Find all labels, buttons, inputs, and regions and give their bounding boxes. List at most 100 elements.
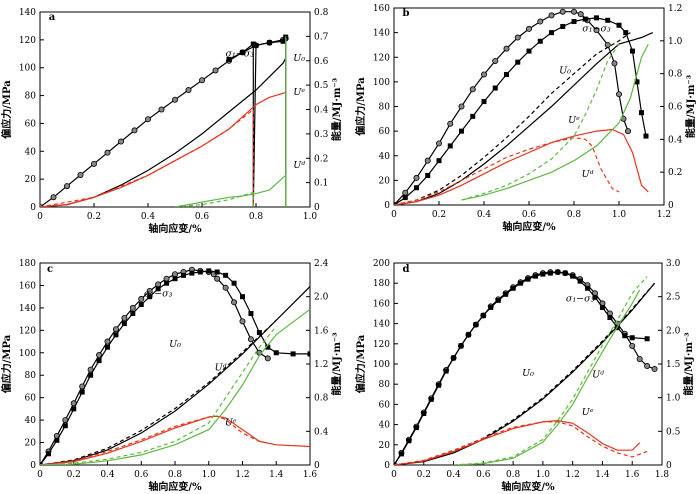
data-point-square [223,272,229,278]
y-right-tick-label: 1.5 [666,360,681,370]
y-left-tick-label: 0 [384,461,390,471]
y-left-tick-label: 80 [379,380,391,390]
series-line-3 [394,32,631,205]
data-point-square [414,185,419,191]
data-point-square [605,17,611,23]
y-left-axis-label: 偏应力/MPa [354,334,367,393]
series-label: σ₁−σ₃ [144,289,173,300]
series-label: Uᵉ [293,87,305,98]
data-point-square [113,332,119,338]
data-point-square [273,350,279,356]
y-left-tick-label: 0 [30,461,36,471]
y-right-tick-label: 0.2 [668,168,682,178]
y-right-axis-label: 能量/MJ·m⁻³ [330,78,343,141]
data-point-square [644,336,650,342]
data-point-square [214,269,220,275]
data-point-circle [616,91,623,98]
x-tick-label: 0.8 [506,470,521,480]
y-right-tick-label: 0.8 [314,394,329,404]
data-point-square [240,49,245,55]
data-point-circle [264,355,271,362]
data-point-square [256,330,262,336]
series-line-6 [40,308,310,465]
data-point-circle [458,103,465,110]
data-point-circle [593,27,600,34]
data-point-square [622,333,628,339]
x-axis-label: 轴向应变/% [501,480,555,493]
data-point-square [518,280,524,286]
y-left-tick-label: 200 [373,259,390,269]
data-point-square [480,313,486,319]
plot-frame [393,262,663,466]
data-point-square [71,406,77,412]
y-left-tick-label: 120 [19,326,36,336]
x-tick-label: 1.6 [625,470,640,480]
data-point-circle [171,96,178,103]
x-tick-label: 0 [391,470,397,480]
y-left-tick-label: 0 [384,201,390,211]
data-point-circle [577,11,584,18]
y-right-tick-label: 0.8 [314,8,329,18]
x-tick-label: 1.4 [269,470,284,480]
series-label: Uᵉ [568,115,580,126]
y-left-tick-label: 100 [19,349,36,359]
data-point-square [248,311,254,316]
data-point-square [634,79,640,85]
data-point-square [629,335,635,341]
data-point-square [226,56,232,62]
x-axis-label: 轴向应变/% [148,222,202,235]
data-point-circle [644,363,651,370]
data-point-square [458,343,464,349]
data-point-square [62,423,68,429]
data-point-circle [625,128,632,135]
series-line-4 [40,108,254,207]
y-right-tick-label: 2.5 [666,293,681,303]
y-left-tick-label: 160 [373,4,390,14]
series-label: σ₁−σ₃ [582,23,611,34]
data-point-square [402,195,408,201]
data-point-square [547,270,553,276]
data-point-square [526,48,532,54]
y-left-tick-label: 60 [379,400,391,410]
data-point-square [488,304,494,310]
y-right-tick-label: 0.1 [314,179,328,189]
data-point-circle [198,77,205,84]
series-line-5 [174,173,287,207]
y-right-tick-label: 0.6 [314,57,329,67]
data-point-square [267,40,272,46]
series-label: U₀ [559,66,571,77]
data-point-square [470,113,476,119]
y-right-tick-label: 2.4 [314,259,329,269]
y-right-tick-label: 2.0 [666,326,681,336]
x-tick-label: 0.4 [477,210,492,220]
data-point-square [138,302,144,308]
data-point-square [398,451,404,457]
y-right-tick-label: 0.4 [314,106,329,116]
x-tick-label: 0 [37,212,43,222]
data-point-square [240,294,245,300]
y-left-tick-label: 140 [19,8,36,18]
data-point-circle [636,355,643,362]
x-tick-label: 1.2 [566,470,580,480]
y-right-tick-label: 0.8 [668,70,683,80]
data-point-circle [158,106,165,113]
x-tick-label: 0.6 [195,212,210,222]
series-line-2 [394,32,654,205]
y-right-axis-label: 能量/MJ·m⁻³ [330,332,343,395]
data-point-circle [163,275,170,282]
data-point-square [582,16,588,22]
data-point-square [394,462,397,465]
data-point-circle [435,140,442,147]
x-tick-label: 1.0 [612,210,627,220]
data-point-square [481,99,487,105]
plot-frame [39,262,311,466]
panel-letter: d [403,264,410,275]
data-point-circle [503,45,510,52]
x-tick-label: 0.6 [522,210,537,220]
series-line-1 [40,270,310,465]
panel-a: 0 0.2 0.4 0.6 0.8 1.002040608010012014000.10.… [0,8,343,235]
panel-letter: a [49,12,56,23]
y-left-tick-label: 0 [30,203,36,213]
data-point-square [79,389,85,395]
data-point-square [495,297,501,303]
